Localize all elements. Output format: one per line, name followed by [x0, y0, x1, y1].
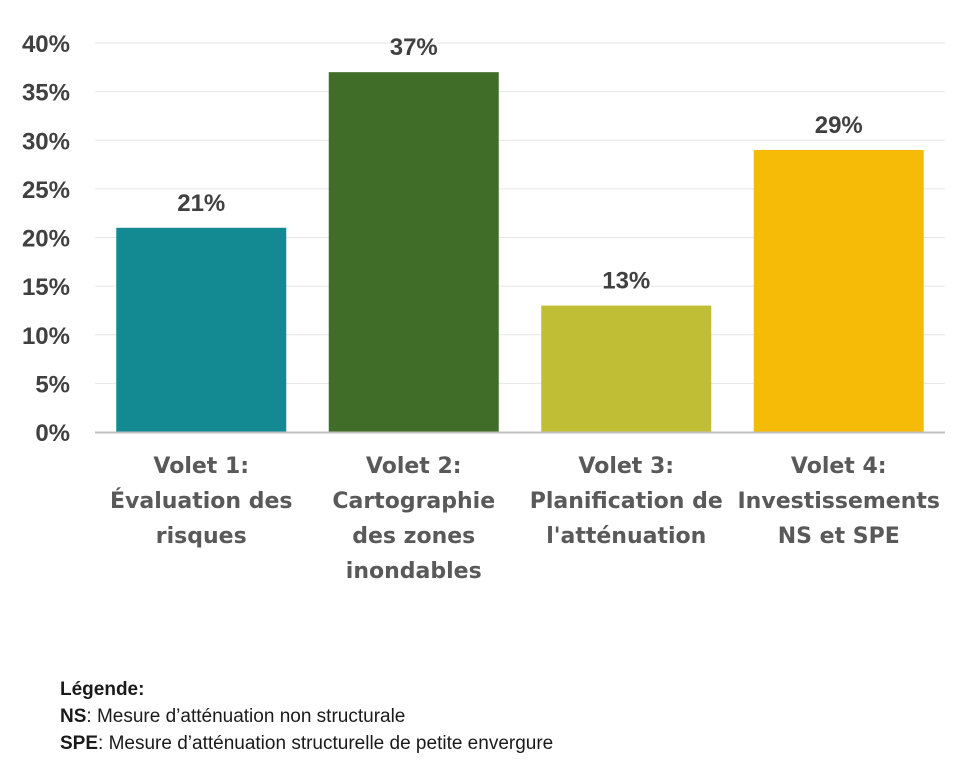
y-tick-label: 35%: [22, 80, 70, 107]
legend-abbr: NS: [60, 706, 87, 727]
y-tick-label: 25%: [22, 177, 70, 204]
category-label: Volet 1: Évaluation des risques: [110, 454, 293, 549]
category-label-line: Planification de: [530, 489, 723, 514]
bar-chart: 0% 5% 10% 15% 20% 25% 30% 35% 40% 21% 37% 13% 29% V…: [22, 31, 945, 584]
legend-item-spe: SPE: Mesure d’atténuation structurelle d…: [60, 730, 553, 757]
category-label-line: Volet 1:: [153, 454, 249, 479]
bars: [116, 72, 924, 433]
category-label: Volet 3: Planification de l'atténuation: [530, 454, 723, 549]
y-tick-label: 10%: [22, 323, 70, 350]
category-label: Volet 2: Cartographie des zones inondables: [332, 454, 495, 584]
legend-item-ns: NS: Mesure d’atténuation non structurale: [60, 703, 553, 730]
data-label: 37%: [390, 34, 438, 61]
category-label-line: risques: [156, 524, 247, 549]
data-labels: 21% 37% 13% 29%: [177, 34, 863, 294]
y-tick-label: 15%: [22, 274, 70, 301]
y-tick-label: 30%: [22, 128, 70, 155]
legend-text: : Mesure d’atténuation structurelle de p…: [98, 733, 554, 754]
data-label: 13%: [602, 268, 650, 295]
bar: [116, 227, 287, 432]
category-label-line: Volet 2:: [366, 454, 462, 479]
legend-text: : Mesure d’atténuation non structurale: [86, 706, 406, 727]
legend-title: Légende:: [60, 679, 145, 700]
y-tick-label: 20%: [22, 226, 70, 253]
category-label-line: Cartographie: [332, 489, 495, 514]
category-label-line: Évaluation des: [110, 488, 293, 514]
legend: Légende: NS: Mesure d’atténuation non st…: [60, 676, 553, 757]
category-labels: Volet 1: Évaluation des risques Volet 2: Car…: [110, 454, 940, 584]
category-label-line: Volet 4:: [791, 454, 887, 479]
category-label-line: inondables: [346, 559, 482, 584]
bar: [753, 149, 924, 432]
y-tick-label: 5%: [35, 371, 70, 398]
category-label-line: l'atténuation: [546, 524, 706, 549]
legend-abbr: SPE: [60, 733, 99, 754]
y-tick-label: 0%: [35, 420, 70, 447]
category-label-line: Investissements: [738, 489, 941, 514]
data-label: 21%: [177, 190, 225, 217]
y-axis-ticks: 0% 5% 10% 15% 20% 25% 30% 35% 40%: [22, 31, 70, 447]
category-label-line: NS et SPE: [778, 524, 900, 549]
y-tick-label: 40%: [22, 31, 70, 58]
data-label: 29%: [815, 112, 863, 139]
bar: [328, 72, 499, 433]
bar: [541, 305, 712, 432]
category-label-line: Volet 3:: [578, 454, 674, 479]
category-label-line: des zones: [352, 524, 475, 549]
category-label: Volet 4: Investissements NS et SPE: [738, 454, 941, 549]
